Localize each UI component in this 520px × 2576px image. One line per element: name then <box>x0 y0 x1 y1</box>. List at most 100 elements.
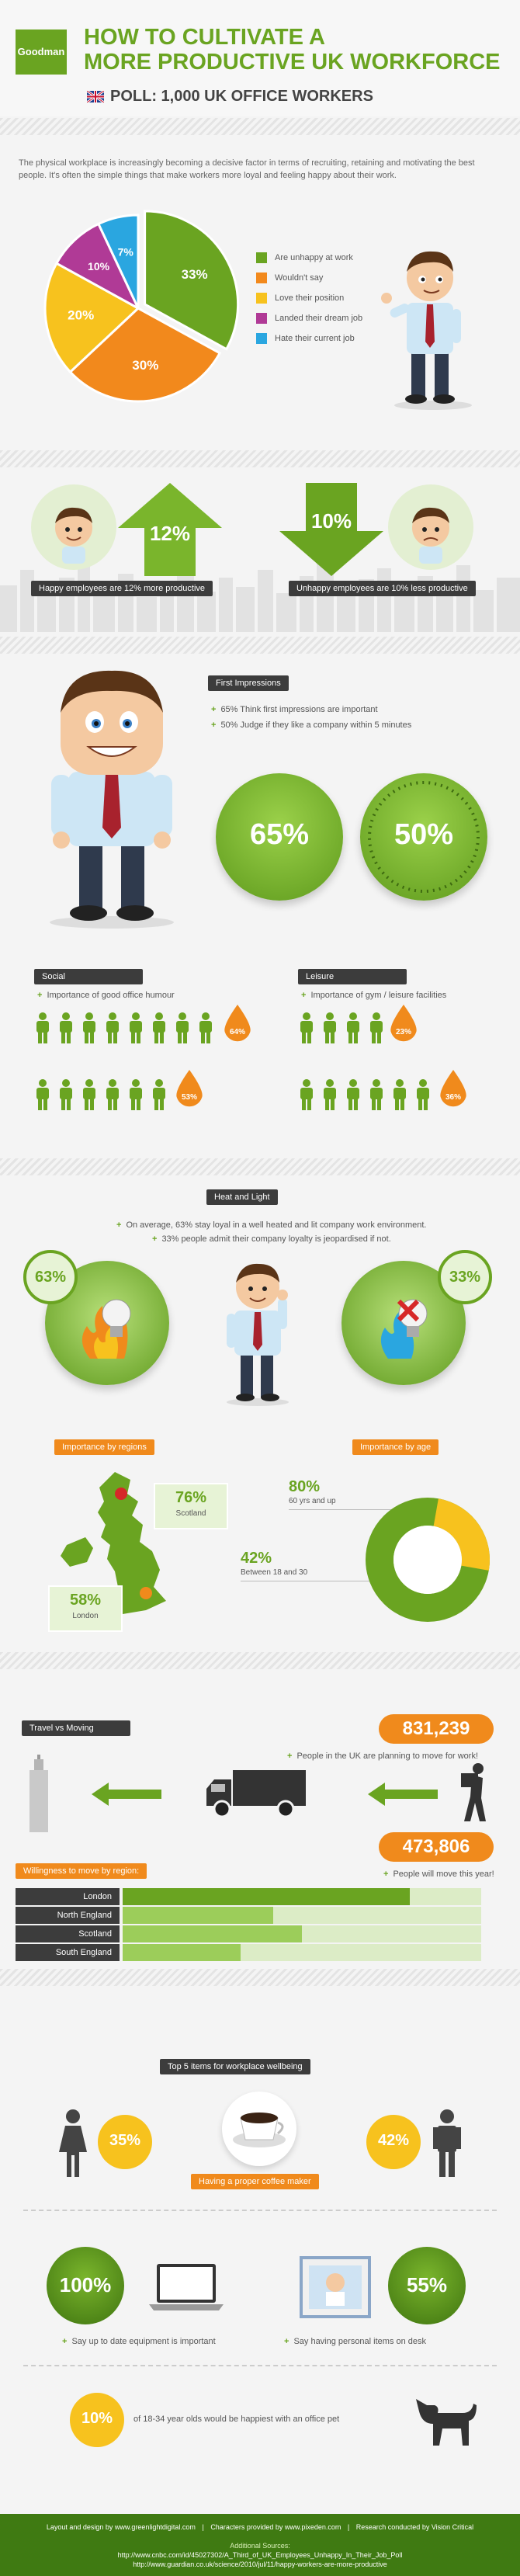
happy-value: 12% <box>149 522 191 545</box>
move-bar-fill <box>123 1907 273 1924</box>
pie-slice-label: 20% <box>68 307 94 322</box>
heat-right-badge: 33% <box>438 1250 492 1304</box>
mover-icon <box>461 1763 486 1821</box>
legend-swatch <box>256 333 267 344</box>
travel-title: Travel vs Moving <box>22 1720 130 1736</box>
regions-title: Importance by regions <box>54 1439 154 1455</box>
person-icon <box>393 1079 406 1110</box>
person-icon <box>106 1012 119 1043</box>
will-move-value: 473,806 <box>379 1832 494 1862</box>
person-icon <box>153 1012 165 1043</box>
desk-label: Say having personal items on desk <box>284 2337 426 2346</box>
bulb-cold-circle <box>341 1261 466 1385</box>
female-value: 35% <box>98 2115 152 2169</box>
uk-flag-icon <box>87 91 104 102</box>
heat-point1: On average, 63% stay loyal in a well hea… <box>116 1220 426 1230</box>
heat-title: Heat and Light <box>206 1189 278 1205</box>
footer: Layout and design by www.greenlightdigit… <box>0 2514 520 2576</box>
legend-label: Landed their dream job <box>275 314 363 323</box>
person-icon <box>370 1012 383 1043</box>
legend-swatch <box>256 313 267 324</box>
legend-label: Love their position <box>275 293 345 303</box>
intro-text: The physical workplace is increasingly b… <box>19 158 475 180</box>
legend-swatch <box>256 252 267 263</box>
equipment-label: Say up to date equipment is important <box>62 2337 215 2346</box>
unhappy-label: Unhappy employees are 10% less productiv… <box>289 581 476 596</box>
subtitle: POLL: 1,000 UK OFFICE WORKERS <box>110 88 373 105</box>
laptop-icon <box>149 2264 224 2310</box>
photo-frame-icon <box>300 2256 371 2318</box>
person-icon <box>324 1012 336 1043</box>
leisure-title: Leisure <box>298 969 407 984</box>
pie-slice <box>96 214 140 309</box>
leisure-subtitle: Importance of gym / leisure facilities <box>301 991 446 1000</box>
leisure-drop-2: 36% <box>438 1070 469 1110</box>
move-bar-track <box>123 1944 481 1961</box>
credit-research: Research conducted by Vision Critical <box>355 2523 474 2531</box>
person-icon <box>106 1079 119 1110</box>
top5-section: Top 5 items for workplace wellbeing 35% … <box>0 1991 520 2514</box>
pie-section: The physical workplace is increasingly b… <box>0 140 520 450</box>
logo: Goodman <box>16 30 67 75</box>
arrow-left-icon <box>92 1783 161 1806</box>
heat-section: Heat and Light On average, 63% stay loya… <box>0 1180 520 1646</box>
cartoon-man-thumbs-up <box>211 1252 304 1411</box>
age-older-rule <box>289 1509 405 1510</box>
stopwatch-icon: 50% <box>360 773 487 901</box>
male-icon <box>433 2109 461 2177</box>
move-bar-track <box>123 1925 481 1942</box>
truck-icon <box>206 1770 306 1818</box>
cartoon-man-pointing <box>371 233 495 415</box>
impressions-circle-65: 65% <box>216 773 343 901</box>
person-icon <box>36 1012 49 1043</box>
equipment-value: 100% <box>47 2247 124 2324</box>
willingness-title: Willingness to move by region: <box>16 1863 147 1879</box>
social-people-row1 <box>34 1012 220 1043</box>
source-link-2[interactable]: http://www.guardian.co.uk/science/2010/j… <box>133 2560 387 2568</box>
scotland-callout: 76% Scotland <box>154 1483 228 1529</box>
move-bar-row: Scotland <box>16 1925 504 1942</box>
planning-value: 831,239 <box>379 1714 494 1744</box>
social-people-row2 <box>34 1079 174 1110</box>
pie-slice-label: 33% <box>182 267 208 282</box>
person-icon <box>83 1079 95 1110</box>
top5-title: Top 5 items for workplace wellbeing <box>160 2059 310 2074</box>
legend-item: Landed their dream job <box>256 313 362 324</box>
person-icon <box>300 1079 313 1110</box>
age-younger-label: Between 18 and 30 <box>241 1568 308 1577</box>
arrow-up-icon <box>118 483 222 576</box>
person-icon <box>347 1079 359 1110</box>
bulb-cold-icon <box>380 1299 428 1359</box>
person-icon <box>60 1079 72 1110</box>
page-title: HOW TO CULTIVATE A MORE PRODUCTIVE UK WO… <box>84 25 501 75</box>
person-icon <box>153 1079 165 1110</box>
coffee-label: Having a proper coffee maker <box>191 2174 319 2189</box>
source-link-1[interactable]: http://www.cnbc.com/id/45027302/A_Third_… <box>117 2551 403 2559</box>
legend-item: Wouldn't say <box>256 273 362 283</box>
legend-item: Love their position <box>256 293 362 304</box>
uk-map <box>61 1472 166 1615</box>
happy-label: Happy employees are 12% more productive <box>31 581 213 596</box>
unhappy-face-icon <box>388 484 473 570</box>
pie-slice <box>43 262 140 374</box>
bulb-fire-icon <box>81 1299 131 1359</box>
move-bar-label: Scotland <box>16 1925 120 1942</box>
leisure-drop-1: 23% <box>388 1005 419 1045</box>
header: Goodman HOW TO CULTIVATE A MORE PRODUCTI… <box>0 0 520 116</box>
move-bar-fill <box>123 1925 302 1942</box>
planning-label: People in the UK are planning to move fo… <box>287 1751 478 1761</box>
footer-credits: Layout and design by www.greenlightdigit… <box>46 2523 474 2531</box>
impressions-point2: 50% Judge if they like a company within … <box>211 720 411 730</box>
move-bar-row: North England <box>16 1907 504 1924</box>
will-move-label: People will move this year! <box>383 1870 494 1879</box>
pie-slice-label: 30% <box>132 358 158 373</box>
credit-characters: Characters provided by www.pixeden.com <box>210 2523 341 2531</box>
legend-item: Are unhappy at work <box>256 252 362 263</box>
person-icon <box>199 1012 212 1043</box>
age-older-value: 80% <box>289 1478 321 1495</box>
person-icon <box>300 1012 313 1043</box>
pet-value: 10% <box>70 2393 124 2447</box>
willingness-bars: London North England Scotland South England <box>16 1888 504 1963</box>
person-icon <box>176 1012 189 1043</box>
person-icon <box>60 1012 72 1043</box>
